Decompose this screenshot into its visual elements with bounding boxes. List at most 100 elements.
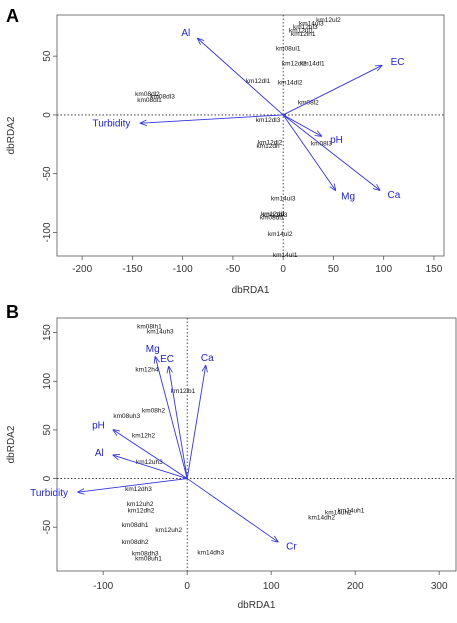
x-tick-label: 300 bbox=[431, 581, 448, 592]
vector-label: pH bbox=[92, 421, 105, 432]
plot-frame bbox=[56, 14, 445, 257]
x-tick-label: 0 bbox=[184, 581, 190, 592]
site-label: km12ul1 bbox=[289, 28, 314, 35]
vector-label: pH bbox=[330, 135, 343, 146]
site-label: km12ul2 bbox=[316, 17, 341, 24]
y-tick-label: -50 bbox=[42, 520, 53, 535]
vector-arrow bbox=[140, 114, 284, 123]
y-axis-title: dbRDA2 bbox=[6, 425, 17, 463]
site-label: km14dh3 bbox=[197, 549, 224, 556]
site-label: km08lh1 bbox=[137, 324, 162, 331]
vector-label: Ca bbox=[201, 353, 214, 364]
site-label: km12uh2 bbox=[127, 501, 154, 508]
vector-label: Mg bbox=[341, 192, 355, 203]
site-label: km12lh1 bbox=[291, 31, 316, 38]
x-tick-label: -100 bbox=[93, 581, 113, 592]
y-tick-label: 50 bbox=[42, 50, 53, 62]
y-tick-label: -50 bbox=[42, 166, 53, 181]
y-axis-title: dbRDA2 bbox=[6, 116, 17, 154]
site-label: km08ul1 bbox=[276, 45, 301, 52]
site-label: km08dl1 bbox=[137, 97, 162, 104]
panel-b: B -100 0 100 200 300 -50 0 50 100 150 dbRDA1 dbRDA2 k… bbox=[6, 302, 457, 611]
panel-letter: B bbox=[6, 302, 19, 322]
vector-label: Cr bbox=[286, 541, 297, 552]
site-label: km14dh2 bbox=[308, 514, 335, 521]
x-tick-label: -100 bbox=[173, 264, 193, 275]
site-label: km08uh1 bbox=[135, 555, 162, 562]
x-tick-label: 100 bbox=[263, 581, 280, 592]
vector-arrow bbox=[282, 66, 382, 116]
site-label: km14dl2 bbox=[278, 79, 303, 86]
site-label: km14dl1 bbox=[300, 61, 325, 68]
site-label: km14uh3 bbox=[147, 329, 174, 336]
vector-arrow bbox=[282, 114, 335, 190]
x-tick-label: 0 bbox=[280, 264, 286, 275]
site-label: km08dl2 bbox=[135, 91, 160, 98]
site-label: km12dh2 bbox=[128, 508, 155, 515]
vector-arrow bbox=[186, 366, 205, 479]
vector-arrow bbox=[186, 478, 278, 542]
site-label: km12dl1 bbox=[246, 78, 271, 85]
site-label: km08l3 bbox=[311, 140, 332, 147]
site-label: km08dh2 bbox=[122, 539, 149, 546]
vector-arrow bbox=[282, 114, 379, 190]
y-tick-label: -100 bbox=[42, 222, 53, 242]
y-tick-label: 50 bbox=[42, 424, 53, 436]
vector-label: Ca bbox=[388, 190, 401, 201]
x-tick-label: 200 bbox=[347, 581, 364, 592]
vector-arrow bbox=[198, 39, 284, 116]
y-tick-label: 100 bbox=[42, 372, 53, 389]
site-label: km08dl3 bbox=[150, 93, 175, 100]
site-label: km12dl2 bbox=[258, 139, 283, 146]
site-label: km14uh1 bbox=[338, 508, 365, 515]
y-tick-label: 0 bbox=[42, 112, 53, 118]
site-label: km08l2 bbox=[298, 99, 319, 106]
y-tick-label: 150 bbox=[42, 324, 53, 341]
site-label: km12uh3 bbox=[136, 459, 163, 466]
panel-letter: A bbox=[6, 6, 19, 26]
site-label: km12dl1 bbox=[261, 211, 286, 218]
site-label: km08dh3 bbox=[132, 550, 159, 557]
vector-arrow bbox=[169, 367, 188, 479]
vector-arrow bbox=[113, 455, 188, 479]
site-label: km12h4 bbox=[135, 367, 159, 374]
x-tick-label: 50 bbox=[328, 264, 340, 275]
panel-a: A -200 -150 -100 -50 0 50 100 150 -100 -50 0 50 dbRDA… bbox=[6, 6, 445, 296]
site-label: km08h2 bbox=[142, 407, 166, 414]
site-label: km08dh1 bbox=[122, 522, 149, 529]
vector-label: Al bbox=[181, 28, 190, 39]
vector-arrow bbox=[113, 430, 188, 479]
site-label: km08dl1 bbox=[260, 215, 285, 222]
x-tick-label: -200 bbox=[72, 264, 92, 275]
vector-label: Al bbox=[95, 448, 104, 459]
site-label: km14ul3 bbox=[299, 21, 324, 28]
site-label: km14ul3 bbox=[271, 196, 296, 203]
vector-arrow bbox=[282, 114, 321, 136]
site-label: km12dl3 bbox=[256, 117, 281, 124]
site-label: km12dl2 bbox=[282, 61, 307, 68]
site-label: km12ul3 bbox=[293, 24, 318, 31]
x-tick-label: 100 bbox=[375, 264, 392, 275]
site-label: km12dh bbox=[257, 143, 281, 150]
vector-label: Mg bbox=[146, 344, 160, 355]
site-label: km12dh3 bbox=[125, 486, 152, 493]
site-label: km12uh2 bbox=[155, 527, 182, 534]
site-label: km12ib1 bbox=[171, 388, 196, 395]
vector-label: EC bbox=[160, 354, 174, 365]
vector-arrow bbox=[155, 357, 188, 479]
site-label: km08uh3 bbox=[113, 413, 140, 420]
site-label: km12h2 bbox=[132, 433, 156, 440]
site-label: km12dl3 bbox=[263, 212, 288, 219]
x-tick-label: 150 bbox=[426, 264, 443, 275]
vector-arrow bbox=[78, 478, 188, 493]
site-label: km14uh2 bbox=[325, 510, 352, 517]
vector-label: Turbidity bbox=[92, 119, 130, 130]
plot-frame bbox=[56, 317, 457, 572]
site-label: km14ul2 bbox=[268, 231, 293, 238]
x-axis-title: dbRDA1 bbox=[238, 600, 276, 611]
x-axis-title: dbRDA1 bbox=[232, 285, 270, 296]
x-tick-label: -150 bbox=[122, 264, 142, 275]
site-label: km14ul1 bbox=[273, 252, 298, 259]
x-tick-label: -50 bbox=[226, 264, 241, 275]
